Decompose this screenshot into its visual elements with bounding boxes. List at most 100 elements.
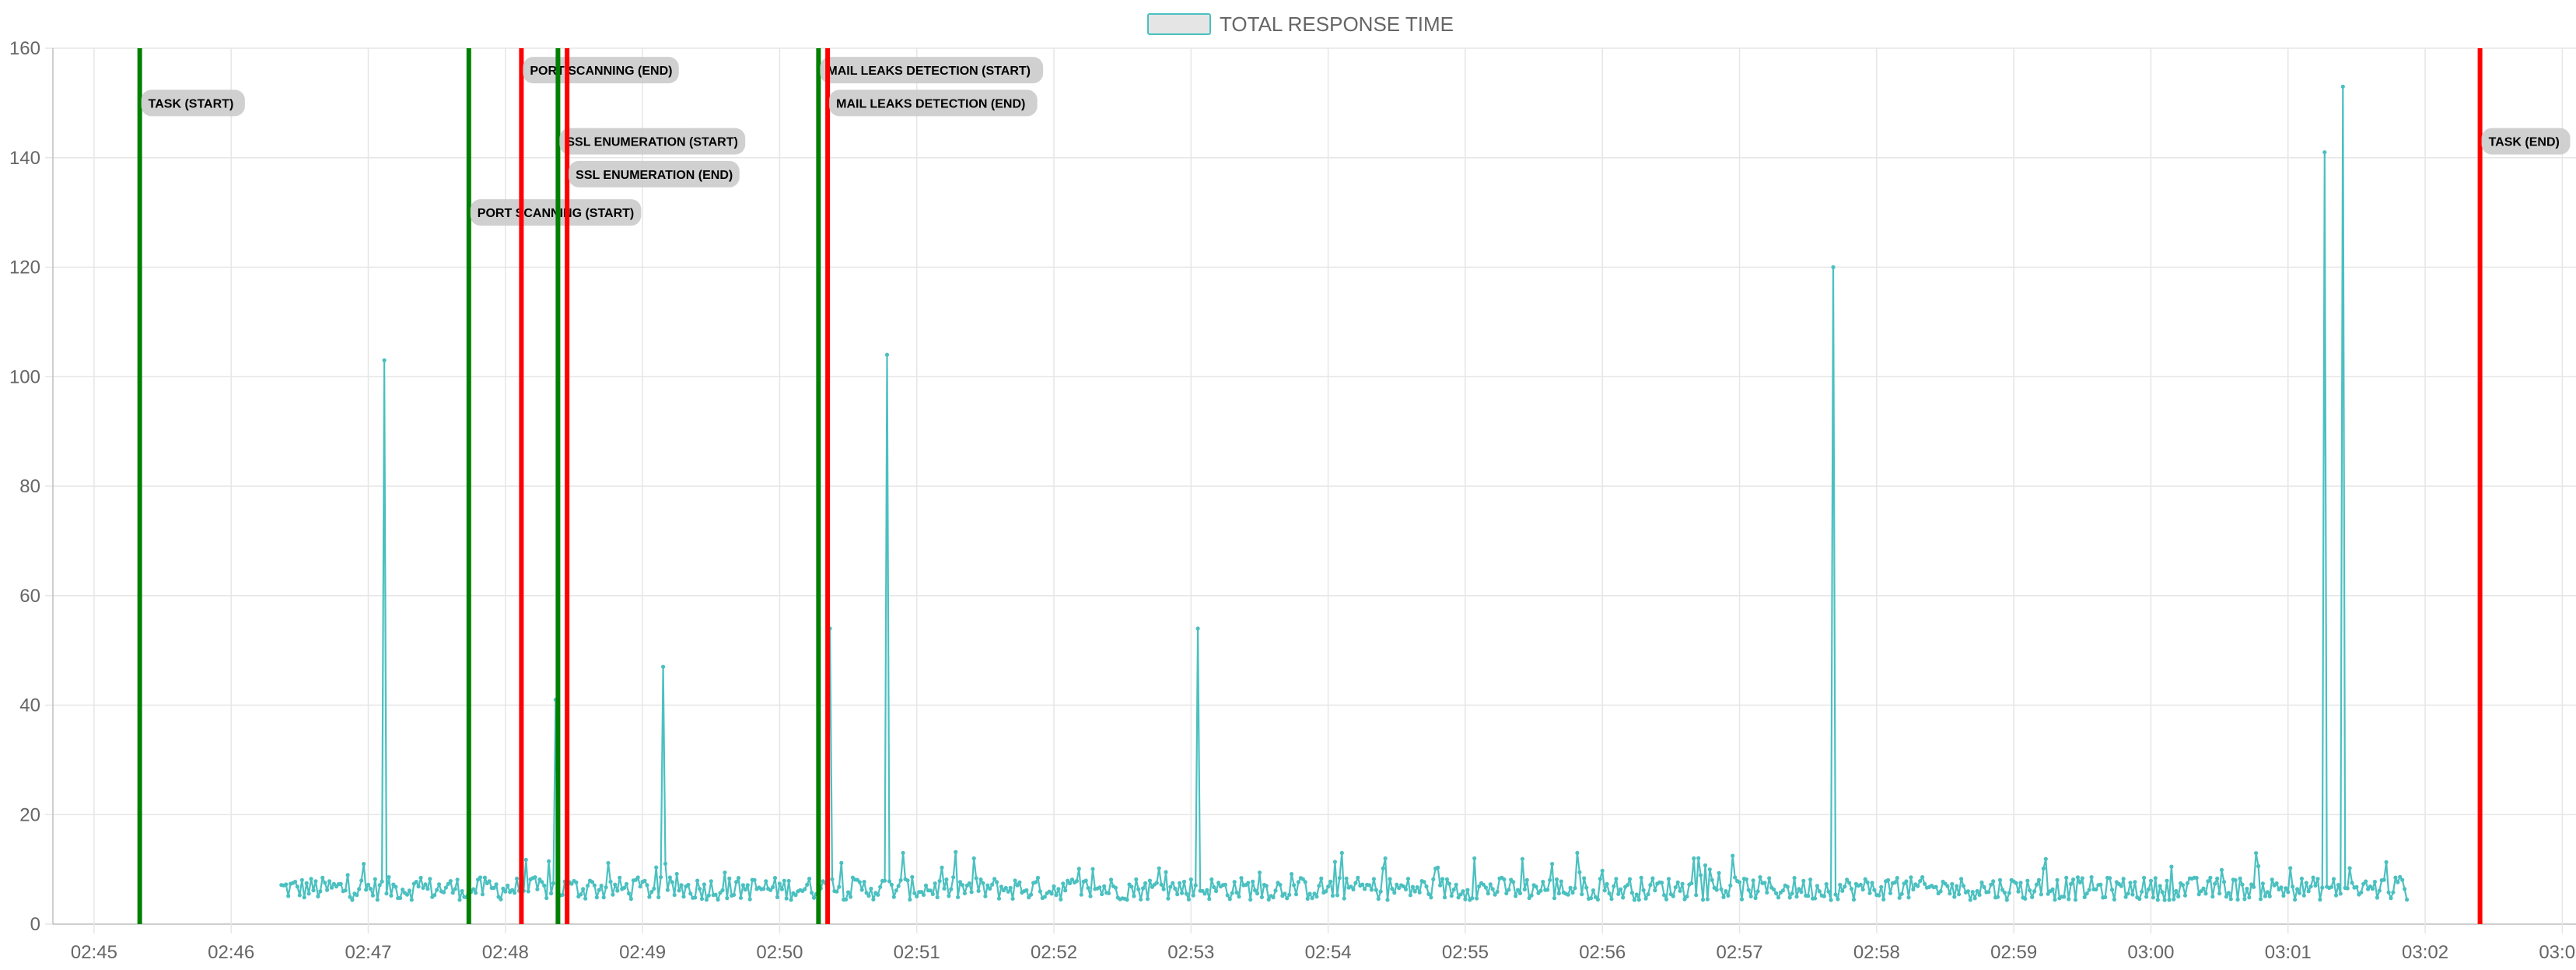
data-point [1909,875,1913,880]
data-point [912,891,917,895]
data-point [316,894,320,898]
data-point [1068,881,1073,886]
data-point [380,879,384,884]
annotation-label-text: TASK (START) [149,97,234,110]
data-point [592,883,597,888]
annotation-label-text: SSL ENUMERATION (START) [566,136,737,149]
data-point [1108,877,1114,882]
data-point [1314,895,1319,899]
data-point [699,896,705,902]
data-point [1897,895,1902,900]
data-point [2016,889,2021,894]
data-point [2148,878,2154,883]
data-point [672,892,677,898]
data-point [560,892,565,897]
data-point [1959,877,1964,881]
data-point [457,898,462,902]
data-point [1214,888,1219,894]
data-point [1202,891,1207,896]
data-point [1838,882,1843,888]
data-point [2219,867,2224,872]
legend-swatch[interactable] [1147,13,1211,35]
data-point [2194,876,2199,881]
data-point [437,882,442,887]
data-point [883,878,887,883]
legend-label[interactable]: TOTAL RESPONSE TIME [1220,12,1454,36]
data-point [1580,892,1584,897]
data-point [2025,878,2030,883]
data-point [1673,885,1678,890]
data-point [482,875,488,880]
data-point [357,887,362,891]
data-point [962,891,967,895]
data-point [1888,891,1893,895]
data-point [1129,884,1134,889]
data-point [1696,856,1701,860]
annotation-label: SSL ENUMERATION (END) [569,160,740,187]
data-point [1689,881,1694,886]
data-point [2279,885,2284,890]
y-tick-label: 140 [9,148,40,169]
data-point [784,896,789,901]
data-point [448,879,453,884]
data-point [1609,897,1614,902]
data-point [2263,894,2267,898]
data-point [1481,882,1486,887]
data-point [2109,888,2115,892]
data-point [364,888,369,892]
data-point [1517,891,1523,895]
data-point [2055,877,2060,882]
data-point [969,890,974,895]
data-point [981,881,985,885]
data-point [1143,881,1148,886]
data-point [2196,892,2201,897]
data-point [940,865,944,870]
data-point [1739,897,1745,902]
data-point [2155,898,2160,902]
data-point [2160,890,2165,895]
data-point [1145,897,1150,902]
data-point [1515,888,1521,892]
y-tick-label: 0 [30,914,40,935]
data-point [1332,860,1337,864]
data-point [441,890,446,895]
data-point [1577,870,1582,874]
data-point [935,895,940,900]
data-point [1106,891,1111,895]
legend[interactable]: TOTAL RESPONSE TIME [1147,12,1454,36]
data-point [2377,888,2382,893]
data-point [2050,887,2055,891]
annotation-label-box [569,160,740,187]
data-point [1629,891,1634,895]
data-point [375,898,380,902]
data-point [1737,880,1742,884]
data-point [318,889,323,894]
data-point [1885,877,1891,883]
data-point [835,889,839,894]
data-point [1826,889,1831,894]
data-point [1801,878,1806,883]
data-point [2386,890,2391,895]
data-point [331,881,336,886]
data-point [599,884,604,888]
data-point [313,879,318,884]
data-point [752,877,757,882]
data-point [2199,889,2203,894]
data-point [540,880,544,884]
data-point [1483,885,1488,890]
data-point [2372,880,2377,884]
x-tick-label: 03:01 [2265,942,2312,963]
data-point [1239,876,1244,881]
data-point [320,875,325,880]
data-point [1371,877,1376,881]
data-point [2002,890,2007,895]
data-point [1344,876,1349,881]
data-point [1154,881,1159,885]
data-point [2064,875,2069,880]
data-point [1125,898,1129,902]
data-point [1191,893,1195,898]
data-point [1511,880,1516,884]
data-point [1113,885,1118,890]
data-point [2108,876,2112,881]
